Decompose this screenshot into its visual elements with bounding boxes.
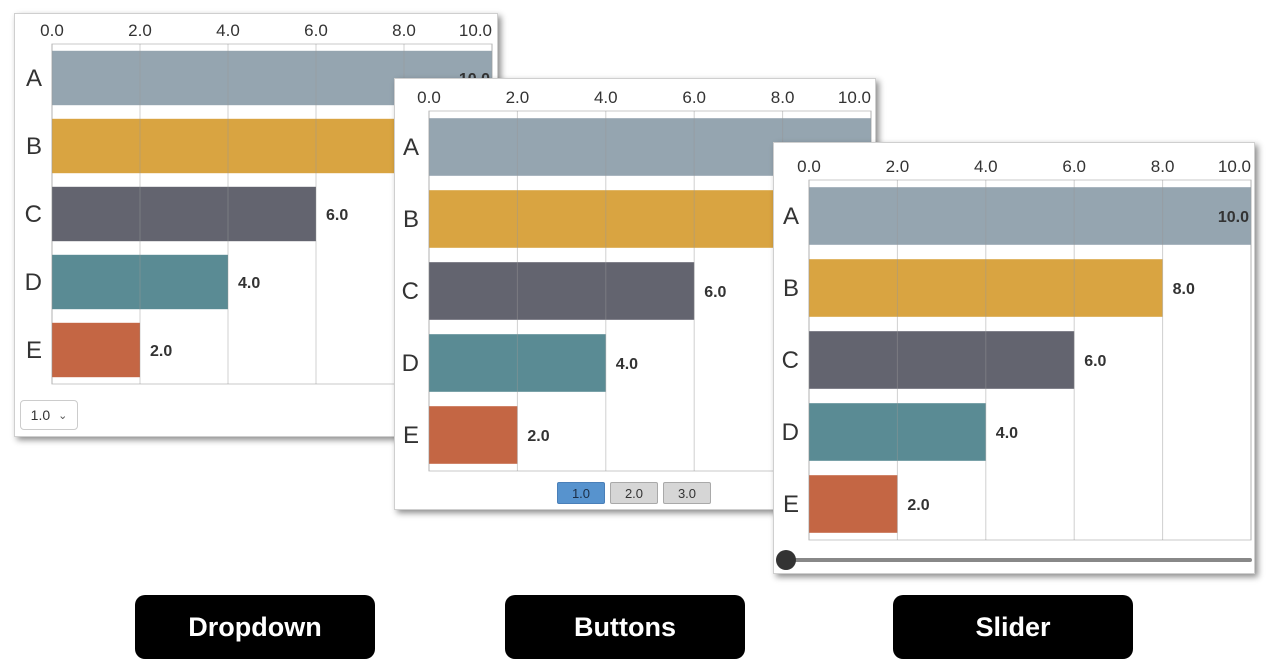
x-tick-label: 6.0 (682, 88, 706, 107)
bar-d (52, 254, 228, 310)
x-tick-label: 10.0 (838, 88, 871, 107)
category-label: E (783, 491, 799, 518)
x-tick-label: 0.0 (40, 21, 64, 40)
category-label: C (25, 201, 42, 228)
slider-bar-chart: 0.0 2.0 4.0 6.0 8.0 10.0 A B C D E 10.0 8.0 6.0 4.0 2.0 (782, 157, 1252, 541)
x-tick-label: 6.0 (1062, 157, 1086, 176)
value-dropdown[interactable]: 1.0 ⌄ (20, 400, 78, 430)
x-tick-label: 8.0 (1151, 157, 1175, 176)
bar-b (52, 118, 404, 174)
caption-buttons: Buttons (505, 595, 745, 659)
value-label: 4.0 (996, 425, 1018, 442)
slider-track[interactable] (784, 558, 1252, 562)
caption-slider: Slider (893, 595, 1133, 659)
value-label: 8.0 (1173, 281, 1195, 298)
slider-chart-panel: 0.0 2.0 4.0 6.0 8.0 10.0 A B C D E 10.0 8.0 6.0 4.0 2.0 (773, 142, 1255, 574)
bar-c (52, 186, 316, 242)
category-label: A (783, 203, 799, 230)
category-label: C (782, 347, 799, 374)
x-tick-label: 0.0 (797, 157, 821, 176)
category-label: B (783, 275, 799, 302)
x-tick-label: 0.0 (417, 88, 441, 107)
bar-a (809, 187, 1251, 245)
x-tick-label: 8.0 (392, 21, 416, 40)
category-label: D (402, 350, 419, 377)
caption-dropdown: Dropdown (135, 595, 375, 659)
x-tick-label: 6.0 (304, 21, 328, 40)
category-label: D (25, 269, 42, 296)
bar-c (429, 262, 695, 320)
bar-b (809, 259, 1163, 317)
bar-d (809, 403, 986, 461)
category-label: D (782, 419, 799, 446)
category-label: E (26, 337, 42, 364)
value-label: 4.0 (616, 356, 638, 373)
x-tick-label: 4.0 (974, 157, 998, 176)
value-button-2[interactable]: 2.0 (610, 482, 658, 504)
bar-c (809, 331, 1075, 389)
x-tick-label: 2.0 (128, 21, 152, 40)
bar-e (52, 322, 140, 378)
slider-thumb[interactable] (776, 550, 796, 570)
category-label: C (402, 278, 419, 305)
bar-e (429, 406, 518, 464)
value-label: 2.0 (150, 343, 172, 360)
category-label: A (26, 65, 42, 92)
category-label: B (403, 206, 419, 233)
value-label: 2.0 (527, 428, 549, 445)
bar-b (429, 190, 783, 248)
value-label: 2.0 (907, 497, 929, 514)
dropdown-selected-value: 1.0 (30, 407, 51, 423)
category-label: A (403, 134, 419, 161)
value-label: 4.0 (238, 275, 260, 292)
category-label: B (26, 133, 42, 160)
value-button-group: 1.0 2.0 3.0 (557, 482, 711, 504)
x-tick-label: 2.0 (886, 157, 910, 176)
value-button-3[interactable]: 3.0 (663, 482, 711, 504)
bar-e (809, 475, 898, 533)
x-tick-label: 10.0 (459, 21, 492, 40)
x-tick-label: 4.0 (594, 88, 618, 107)
value-label: 10.0 (1218, 209, 1249, 226)
value-label: 6.0 (704, 284, 726, 301)
value-label: 6.0 (1084, 353, 1106, 370)
x-tick-label: 8.0 (771, 88, 795, 107)
x-tick-label: 2.0 (506, 88, 530, 107)
chevron-down-icon: ⌄ (58, 409, 68, 422)
value-button-1[interactable]: 1.0 (557, 482, 605, 504)
value-label: 6.0 (326, 207, 348, 224)
category-label: E (403, 422, 419, 449)
bar-d (429, 334, 606, 392)
x-tick-label: 10.0 (1218, 157, 1251, 176)
x-tick-label: 4.0 (216, 21, 240, 40)
